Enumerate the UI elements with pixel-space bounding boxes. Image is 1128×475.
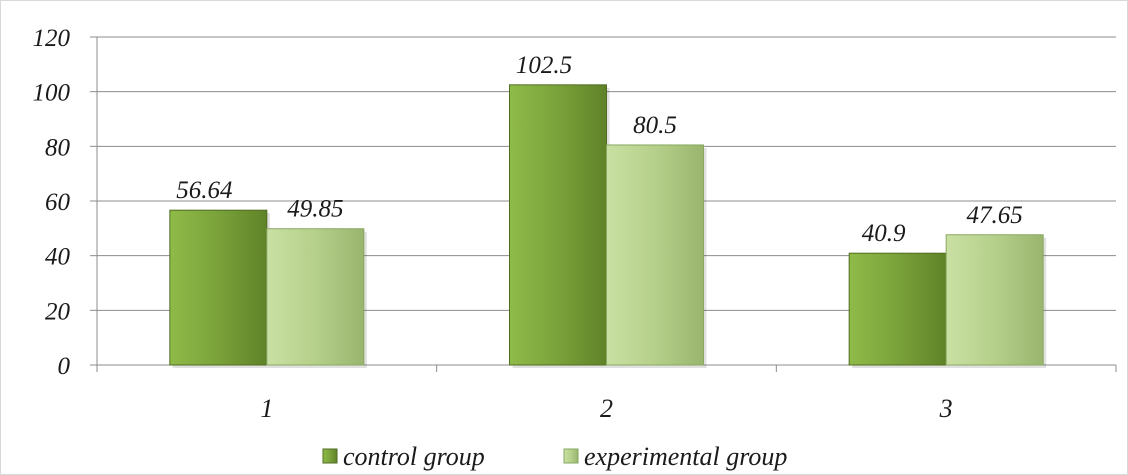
y-tick-label: 0 — [58, 353, 71, 380]
y-tick-label: 100 — [33, 80, 71, 107]
y-tick-label: 120 — [33, 25, 71, 52]
bar-control-3 — [848, 252, 947, 366]
data-label: 102.5 — [516, 52, 572, 79]
x-category-label: 1 — [260, 394, 273, 423]
labels: 0 20 40 60 80 100 120 56.64 49.85 1 102.5 80.5 2 40.9… — [33, 25, 1023, 423]
y-tick-label: 20 — [45, 298, 71, 325]
data-label: 80.5 — [633, 112, 677, 139]
y-tick-label: 60 — [45, 189, 71, 216]
data-label: 56.64 — [176, 177, 232, 204]
bar-experimental-2 — [606, 144, 704, 366]
x-category-label: 3 — [939, 394, 953, 423]
bar-control-2 — [509, 84, 607, 366]
data-label: 40.9 — [862, 220, 906, 247]
bar-experimental-3 — [945, 234, 1044, 366]
data-label: 47.65 — [967, 202, 1023, 229]
data-label: 49.85 — [287, 196, 343, 223]
y-tick-label: 40 — [45, 244, 71, 271]
legend-label: experimental group — [584, 442, 787, 471]
legend-swatch-control — [322, 448, 338, 464]
legend-label: control group — [343, 442, 485, 471]
bar-control-1 — [169, 209, 268, 366]
legend: control group experimental group — [322, 442, 787, 471]
bars — [169, 84, 1047, 368]
legend-swatch-experimental — [563, 448, 579, 464]
y-tick-label: 80 — [45, 134, 71, 161]
bar-experimental-1 — [266, 228, 365, 366]
x-category-label: 2 — [600, 394, 613, 423]
